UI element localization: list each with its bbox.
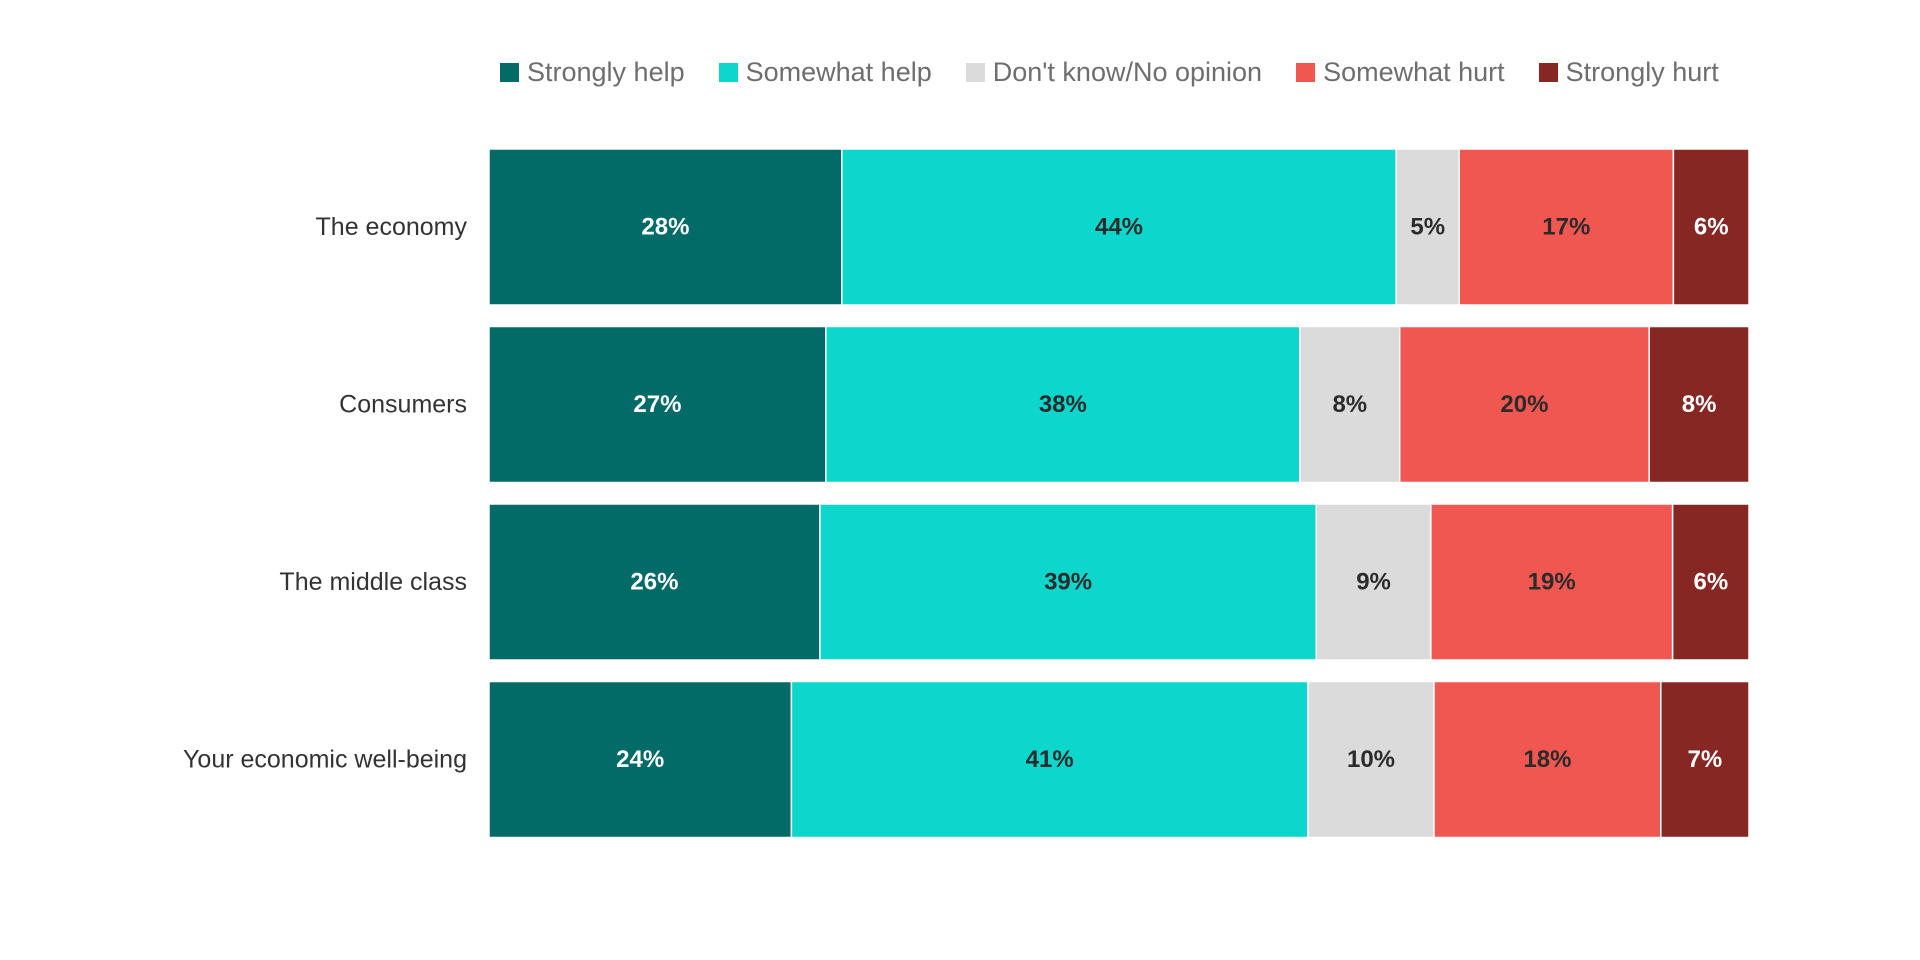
bar-segment-the-middle-class-strongly-hurt bbox=[1671, 503, 1750, 661]
legend-item-somewhat-help: Somewhat help bbox=[718, 56, 932, 88]
data-label-your-economic-well-being-don-t-know-no-opinion: 10% bbox=[1347, 746, 1395, 773]
bar-segment-the-economy-strongly-help bbox=[488, 148, 843, 306]
data-label-the-economy-somewhat-hurt: 17% bbox=[1542, 214, 1590, 241]
data-label-the-economy-strongly-hurt: 6% bbox=[1694, 214, 1729, 241]
data-label-your-economic-well-being-somewhat-help: 41% bbox=[1026, 746, 1074, 773]
data-label-the-economy-somewhat-help: 44% bbox=[1095, 214, 1143, 241]
data-label-the-middle-class-somewhat-hurt: 19% bbox=[1528, 569, 1576, 596]
bar-segment-consumers-somewhat-hurt bbox=[1398, 325, 1650, 484]
bar-segment-the-middle-class-don-t-know-no-opinion bbox=[1315, 503, 1432, 661]
bar-segment-the-economy-somewhat-hurt bbox=[1458, 148, 1675, 306]
data-label-your-economic-well-being-strongly-help: 24% bbox=[616, 746, 664, 773]
category-label-your-economic-well-being: Your economic well-being bbox=[183, 746, 467, 774]
legend-item-somewhat-hurt: Somewhat hurt bbox=[1296, 57, 1505, 88]
data-label-consumers-don-t-know-no-opinion: 8% bbox=[1332, 391, 1367, 418]
bar-segment-your-economic-well-being-strongly-help bbox=[488, 680, 793, 839]
data-label-consumers-somewhat-help: 38% bbox=[1039, 391, 1087, 418]
data-label-consumers-somewhat-hurt: 20% bbox=[1500, 391, 1548, 418]
data-label-consumers-strongly-hurt: 8% bbox=[1682, 391, 1717, 418]
legend-label-dont-know: Don't know/No opinion bbox=[992, 56, 1263, 87]
data-label-your-economic-well-being-somewhat-hurt: 18% bbox=[1523, 746, 1571, 773]
legend-item-strongly-help: Strongly help bbox=[500, 57, 685, 88]
legend-item-dont-know: Don't know/No opinion bbox=[965, 56, 1263, 88]
legend-label-somewhat-help: Somewhat help bbox=[745, 56, 932, 87]
legend-label-strongly-hurt: Strongly hurt bbox=[1565, 56, 1719, 87]
bar-segment-consumers-strongly-help bbox=[488, 325, 827, 484]
bar-segment-the-economy-don-t-know-no-opinion bbox=[1395, 148, 1460, 306]
data-label-your-economic-well-being-strongly-hurt: 7% bbox=[1688, 746, 1723, 773]
bar-segment-consumers-strongly-hurt bbox=[1648, 325, 1750, 484]
data-label-the-economy-strongly-help: 28% bbox=[641, 214, 689, 241]
legend-swatch-somewhat-help bbox=[718, 62, 738, 82]
bar-segment-the-economy-strongly-hurt bbox=[1672, 148, 1750, 306]
data-label-the-economy-don-t-know-no-opinion: 5% bbox=[1410, 214, 1445, 241]
bar-segment-consumers-don-t-know-no-opinion bbox=[1299, 325, 1401, 484]
legend-swatch-strongly-hurt bbox=[1538, 62, 1558, 82]
bar-segment-your-economic-well-being-somewhat-hurt bbox=[1433, 680, 1662, 839]
legend-swatch-strongly-help bbox=[500, 62, 519, 82]
data-label-the-middle-class-strongly-hurt: 6% bbox=[1693, 569, 1728, 596]
legend-label-somewhat-hurt: Somewhat hurt bbox=[1323, 56, 1505, 87]
legend-label-strongly-help: Strongly help bbox=[527, 56, 685, 87]
legend: Strongly help Somewhat help Don't know/N… bbox=[500, 55, 1719, 89]
bar-segment-consumers-somewhat-help bbox=[825, 325, 1301, 484]
bar-segment-your-economic-well-being-somewhat-help bbox=[790, 680, 1309, 839]
category-label-consumers: Consumers bbox=[339, 391, 467, 419]
data-label-the-middle-class-don-t-know-no-opinion: 9% bbox=[1356, 569, 1391, 596]
data-label-consumers-strongly-help: 27% bbox=[633, 391, 681, 418]
legend-swatch-dont-know bbox=[965, 62, 985, 82]
data-label-the-middle-class-strongly-help: 26% bbox=[630, 569, 678, 596]
legend-swatch-somewhat-hurt bbox=[1296, 62, 1316, 82]
category-label-the-economy: The economy bbox=[316, 213, 468, 241]
bar-segment-your-economic-well-being-strongly-hurt bbox=[1660, 680, 1750, 839]
category-label-the-middle-class: The middle class bbox=[279, 568, 467, 596]
bar-segment-the-middle-class-somewhat-hurt bbox=[1430, 503, 1674, 661]
data-label-the-middle-class-somewhat-help: 39% bbox=[1044, 569, 1092, 596]
legend-item-strongly-hurt: Strongly hurt bbox=[1538, 56, 1719, 88]
bar-segment-the-economy-somewhat-help bbox=[841, 148, 1397, 306]
